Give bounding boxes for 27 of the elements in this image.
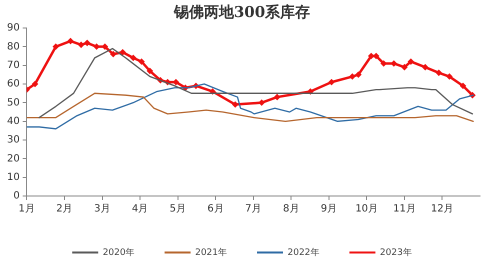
legend-label: 2020年 <box>102 246 135 258</box>
y-tick-label: 80 <box>6 41 20 52</box>
x-tick-label: 8月 <box>282 204 300 215</box>
y-tick-label: 20 <box>6 153 20 164</box>
y-tick-label: 40 <box>6 116 20 127</box>
legend-label: 2021年 <box>195 246 227 258</box>
x-tick-label: 4月 <box>132 204 148 215</box>
y-tick-label: 10 <box>6 172 20 183</box>
y-tick-label: 0 <box>13 190 20 202</box>
y-tick-label: 90 <box>6 22 20 34</box>
x-tick-label: 11月 <box>393 204 416 215</box>
x-tick-label: 7月 <box>245 204 262 215</box>
x-tick-label: 2月 <box>56 204 73 215</box>
x-tick-label: 6月 <box>207 204 224 215</box>
y-tick-label: 60 <box>6 78 20 90</box>
y-tick-label: 70 <box>6 60 20 71</box>
legend-label: 2023年 <box>380 246 412 258</box>
x-tick-label: 3月 <box>94 204 110 215</box>
x-tick-label: 9月 <box>320 204 338 215</box>
x-tick-label: 10月 <box>355 204 378 215</box>
chart-title: 锡佛两地300系库存 <box>172 2 310 21</box>
x-tick-label: 12月 <box>430 204 454 215</box>
x-tick-label: 5月 <box>170 204 186 215</box>
y-tick-label: 50 <box>6 97 20 108</box>
legend-label: 2022年 <box>288 246 320 258</box>
x-tick-label: 1月 <box>18 204 35 215</box>
y-tick-label: 30 <box>6 134 20 146</box>
